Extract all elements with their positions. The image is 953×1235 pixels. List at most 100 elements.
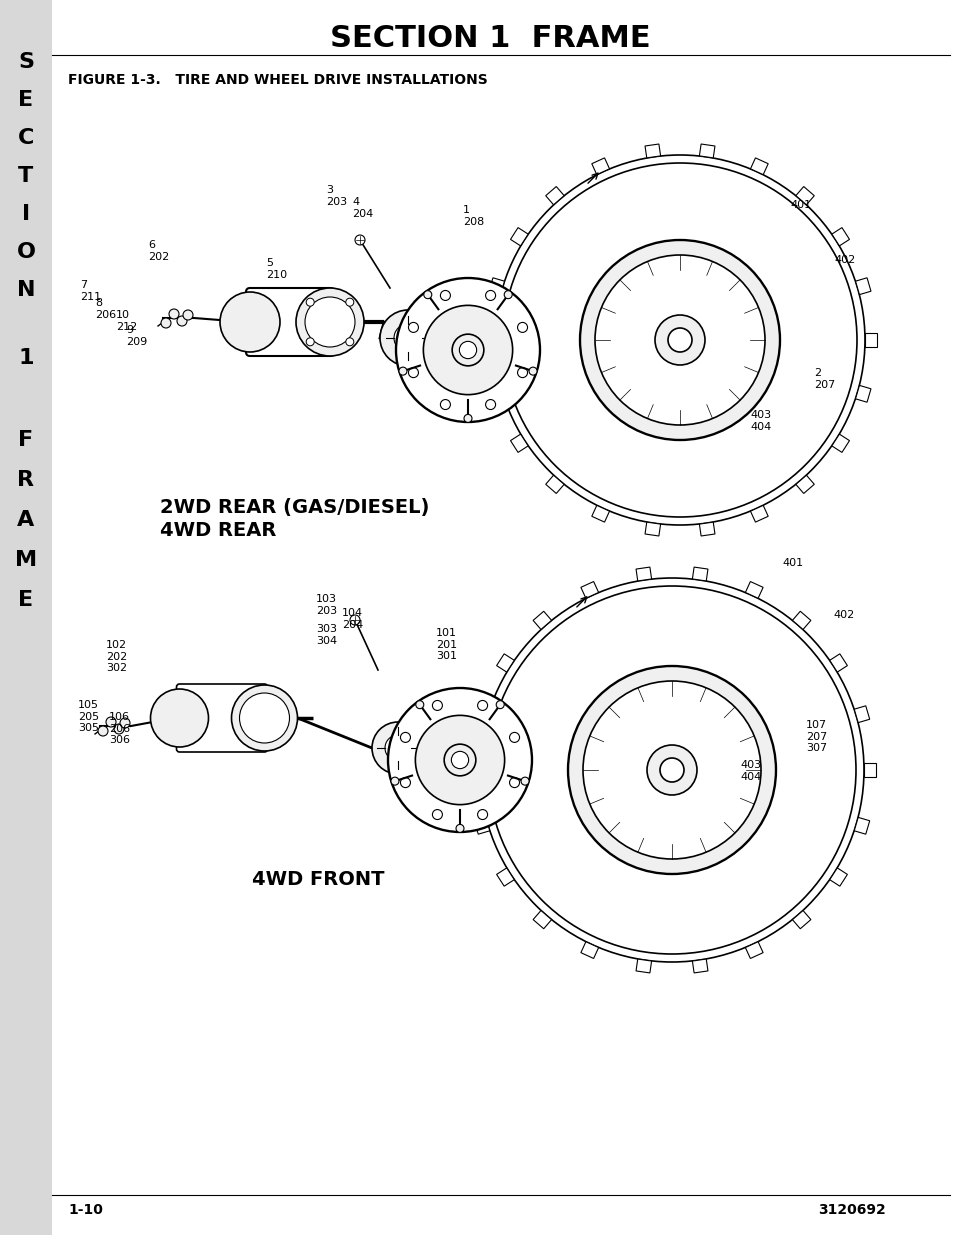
Polygon shape xyxy=(580,942,598,958)
Polygon shape xyxy=(474,818,489,834)
Circle shape xyxy=(305,296,355,347)
Text: 403
404: 403 404 xyxy=(749,410,770,431)
Text: 3120692: 3120692 xyxy=(818,1203,885,1216)
Circle shape xyxy=(306,298,314,306)
FancyBboxPatch shape xyxy=(246,288,334,356)
Circle shape xyxy=(398,367,407,375)
Text: 1
208: 1 208 xyxy=(462,205,484,226)
Polygon shape xyxy=(497,653,514,672)
Circle shape xyxy=(183,310,193,320)
Circle shape xyxy=(345,298,354,306)
Circle shape xyxy=(395,278,539,422)
Circle shape xyxy=(98,726,108,736)
Circle shape xyxy=(423,305,512,395)
Polygon shape xyxy=(795,186,814,205)
Polygon shape xyxy=(533,910,551,929)
Polygon shape xyxy=(482,333,495,347)
Circle shape xyxy=(372,722,423,774)
Circle shape xyxy=(451,751,468,768)
Circle shape xyxy=(113,724,124,734)
Circle shape xyxy=(509,732,519,742)
Text: 106
206
306: 106 206 306 xyxy=(109,713,130,745)
Circle shape xyxy=(567,666,775,874)
Polygon shape xyxy=(692,567,707,580)
Circle shape xyxy=(595,254,764,425)
Polygon shape xyxy=(510,227,528,246)
Text: 1: 1 xyxy=(18,348,33,368)
Circle shape xyxy=(517,322,527,332)
Circle shape xyxy=(496,700,504,709)
Circle shape xyxy=(106,718,116,727)
Circle shape xyxy=(509,778,519,788)
Polygon shape xyxy=(855,278,870,295)
Polygon shape xyxy=(750,158,767,174)
Polygon shape xyxy=(580,582,598,598)
Polygon shape xyxy=(864,333,876,347)
Circle shape xyxy=(504,290,512,299)
Circle shape xyxy=(459,341,476,358)
Circle shape xyxy=(151,689,209,747)
Circle shape xyxy=(345,338,354,346)
Polygon shape xyxy=(510,435,528,452)
Polygon shape xyxy=(591,158,609,174)
Text: 401: 401 xyxy=(781,558,802,568)
Text: 4WD FRONT: 4WD FRONT xyxy=(252,871,384,889)
Text: 4
204: 4 204 xyxy=(352,198,373,219)
Text: A: A xyxy=(17,510,34,530)
Text: 303
304: 303 304 xyxy=(315,624,336,646)
Text: 1-10: 1-10 xyxy=(68,1203,103,1216)
Circle shape xyxy=(379,310,436,366)
Circle shape xyxy=(495,156,864,525)
Circle shape xyxy=(502,163,856,517)
Polygon shape xyxy=(692,960,707,973)
Text: M: M xyxy=(15,550,37,571)
Text: 2WD REAR (GAS/DIESEL): 2WD REAR (GAS/DIESEL) xyxy=(160,499,429,517)
Circle shape xyxy=(432,700,442,710)
Polygon shape xyxy=(699,144,714,158)
Text: 103
203: 103 203 xyxy=(315,594,336,615)
Text: 10
212: 10 212 xyxy=(116,310,137,332)
Text: 3
203: 3 203 xyxy=(326,185,347,206)
Text: R: R xyxy=(17,471,34,490)
Circle shape xyxy=(350,615,359,625)
Circle shape xyxy=(655,315,704,366)
Circle shape xyxy=(520,777,529,785)
Circle shape xyxy=(400,732,410,742)
Text: C: C xyxy=(18,128,34,148)
Polygon shape xyxy=(497,868,514,887)
Circle shape xyxy=(646,745,697,795)
Polygon shape xyxy=(489,385,504,403)
Circle shape xyxy=(306,338,314,346)
Text: T: T xyxy=(18,165,33,186)
Circle shape xyxy=(408,368,418,378)
Polygon shape xyxy=(795,475,814,494)
Circle shape xyxy=(388,688,532,832)
Polygon shape xyxy=(853,818,869,834)
Circle shape xyxy=(423,290,432,299)
Circle shape xyxy=(479,578,863,962)
Circle shape xyxy=(355,235,365,245)
Polygon shape xyxy=(533,611,551,630)
Circle shape xyxy=(440,290,450,300)
Polygon shape xyxy=(829,868,846,887)
Text: 5
210: 5 210 xyxy=(266,258,287,279)
Circle shape xyxy=(169,309,179,319)
Circle shape xyxy=(485,400,495,410)
Polygon shape xyxy=(863,763,875,777)
Text: 7
211: 7 211 xyxy=(80,280,101,301)
Circle shape xyxy=(579,240,780,440)
Circle shape xyxy=(452,335,483,366)
Circle shape xyxy=(161,317,171,329)
Circle shape xyxy=(440,400,450,410)
Text: 6
202: 6 202 xyxy=(148,240,169,262)
Text: FIGURE 1-3.   TIRE AND WHEEL DRIVE INSTALLATIONS: FIGURE 1-3. TIRE AND WHEEL DRIVE INSTALL… xyxy=(68,73,487,86)
Polygon shape xyxy=(744,942,762,958)
Text: 104
204: 104 204 xyxy=(341,608,363,630)
Text: SECTION 1  FRAME: SECTION 1 FRAME xyxy=(330,23,650,53)
Text: 101
201
301: 101 201 301 xyxy=(436,629,456,661)
Polygon shape xyxy=(644,144,659,158)
Circle shape xyxy=(415,715,504,805)
Circle shape xyxy=(667,329,691,352)
Bar xyxy=(0,0,52,1235)
Circle shape xyxy=(659,758,683,782)
